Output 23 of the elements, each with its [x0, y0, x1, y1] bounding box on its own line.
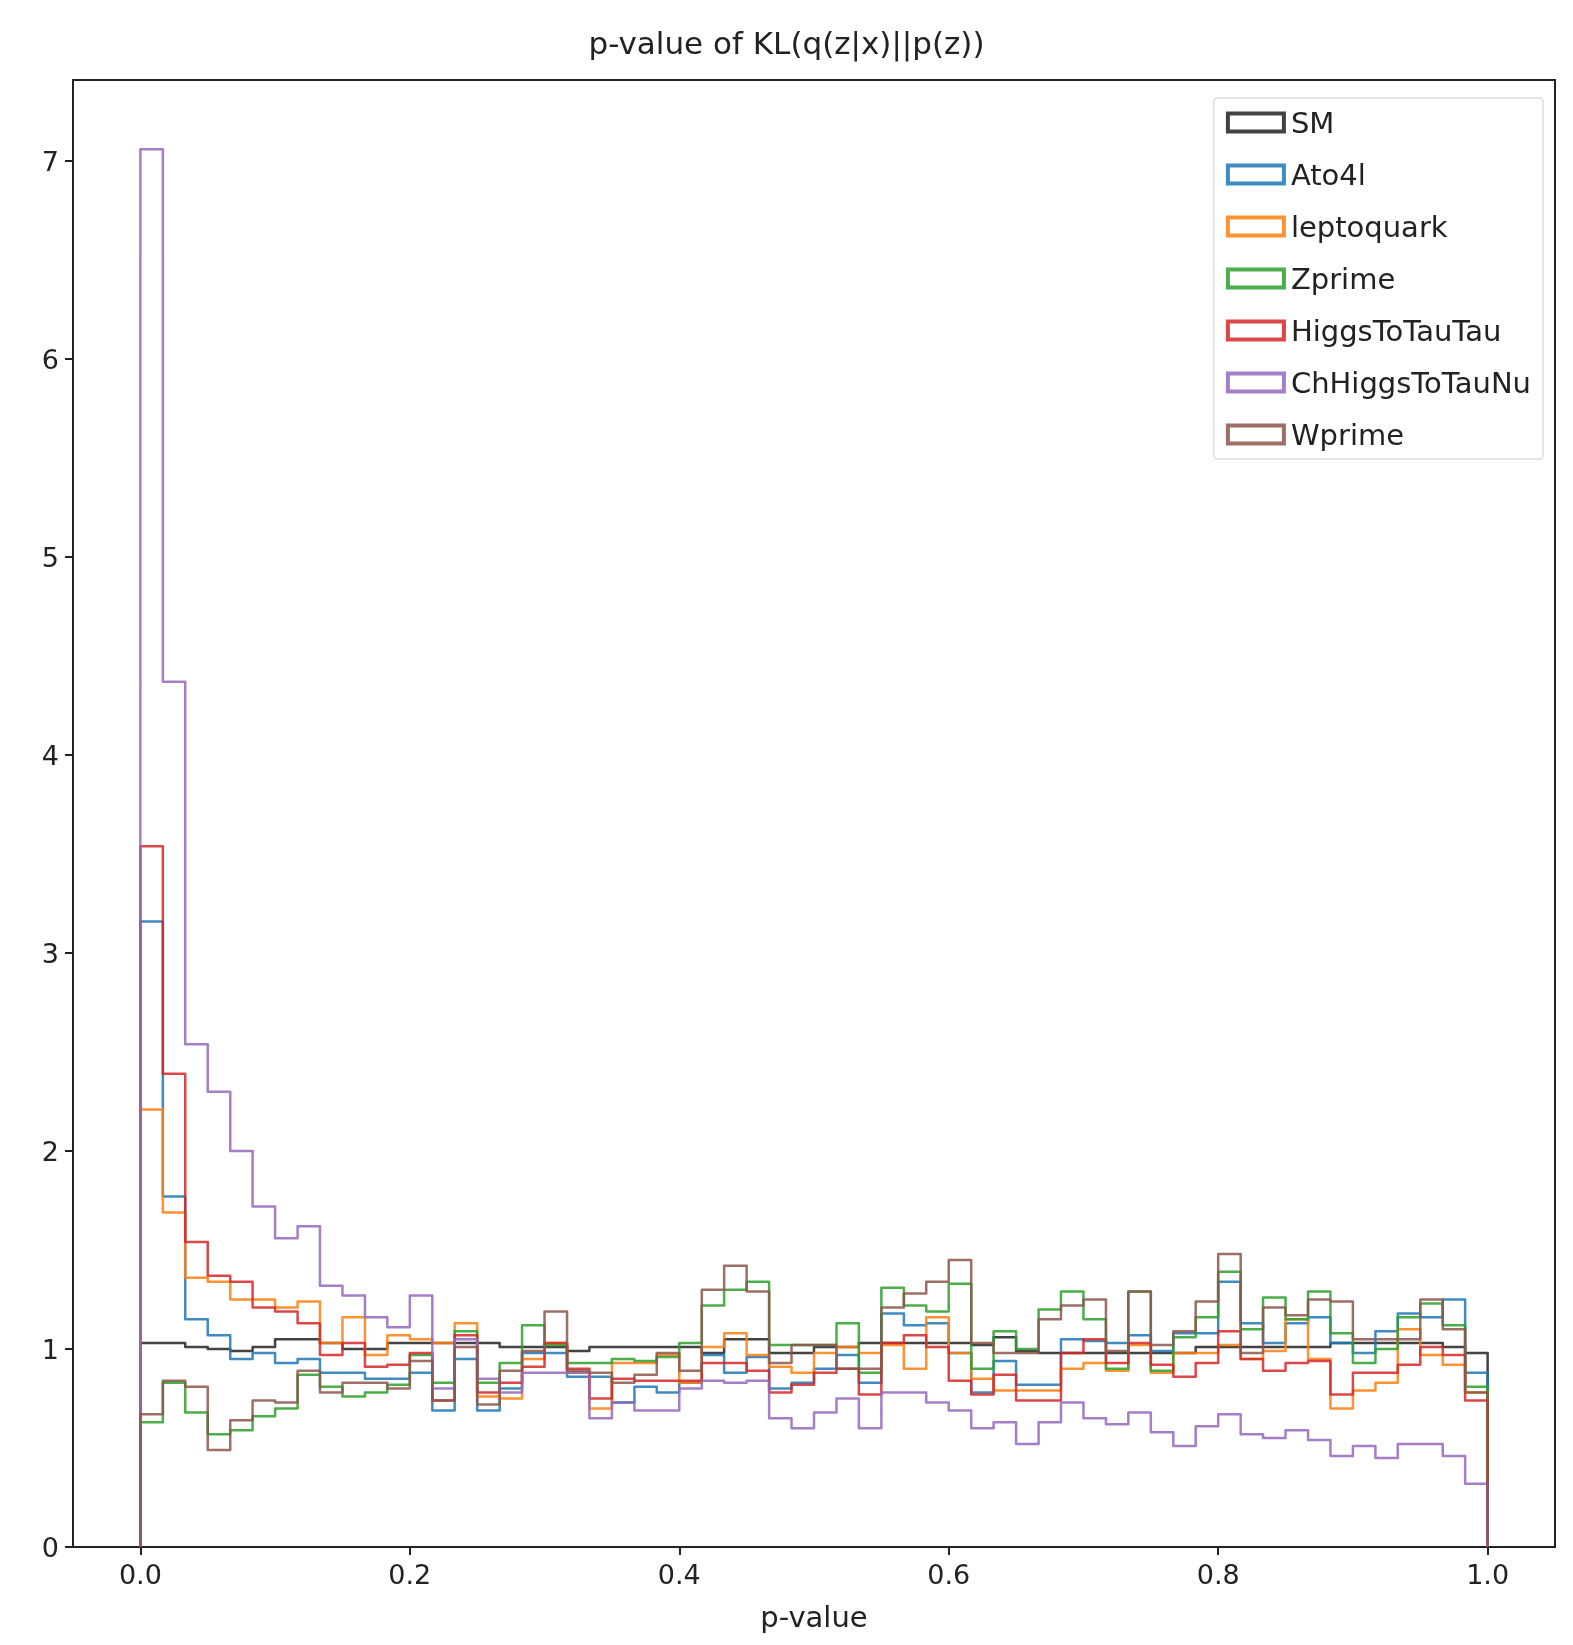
y-tick-label: 5: [41, 541, 59, 573]
x-tick-label: 0.0: [118, 1559, 162, 1590]
x-axis-title: p-value: [760, 1599, 868, 1634]
legend-label: Ato4l: [1290, 157, 1366, 192]
x-tick-label: 0.4: [657, 1559, 701, 1590]
x-tick-label: 0.8: [1196, 1559, 1240, 1590]
legend-label: Wprime: [1290, 417, 1405, 452]
y-tick-label: 6: [41, 343, 59, 375]
x-tick-label: 1.0: [1466, 1559, 1510, 1590]
y-tick-label: 4: [41, 739, 59, 771]
chart-title: p-value of KL(q(z|x)||p(z)): [588, 24, 985, 62]
x-tick-label: 0.6: [927, 1559, 971, 1590]
y-tick-label: 3: [41, 937, 59, 969]
legend-label: leptoquark: [1290, 209, 1448, 244]
legend-label: HiggsToTauTau: [1290, 313, 1502, 348]
y-tick-label: 7: [41, 145, 59, 177]
legend-label: SM: [1290, 105, 1335, 140]
y-tick-label: 1: [41, 1333, 59, 1365]
legend-label: Zprime: [1290, 261, 1396, 296]
legend-label: ChHiggsToTauNu: [1290, 365, 1532, 400]
y-tick-label: 2: [41, 1135, 59, 1167]
y-tick-label: 0: [41, 1531, 59, 1563]
x-tick-label: 0.2: [388, 1559, 432, 1590]
